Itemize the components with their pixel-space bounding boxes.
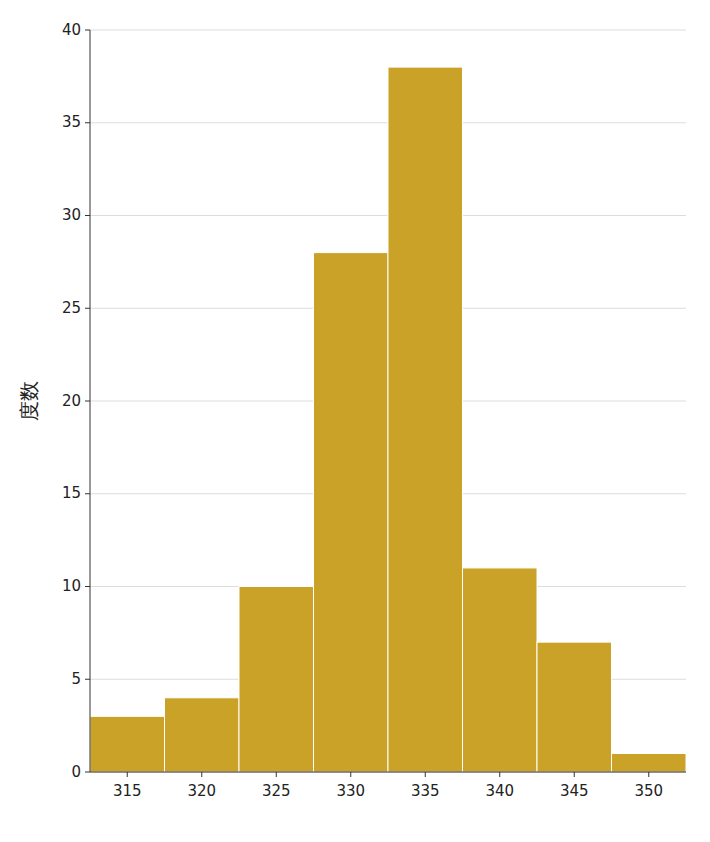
y-tick bbox=[85, 308, 90, 309]
x-tick bbox=[127, 772, 128, 777]
y-tick-label: 25 bbox=[62, 299, 81, 317]
y-tick bbox=[85, 122, 90, 123]
x-tick-label: 325 bbox=[262, 782, 291, 800]
chart: 0 5 10 15 20 25 30 35 40 315 320 325 330 335 340 345 350… bbox=[0, 0, 710, 842]
y-tick bbox=[85, 586, 90, 587]
y-tick bbox=[85, 772, 90, 773]
x-tick bbox=[201, 772, 202, 777]
y-tick-label: 5 bbox=[71, 670, 81, 688]
bar bbox=[165, 698, 240, 772]
y-tick-label: 0 bbox=[71, 763, 81, 781]
y-tick-label: 15 bbox=[62, 484, 81, 502]
bar bbox=[463, 568, 538, 772]
bar bbox=[537, 642, 612, 772]
y-tick bbox=[85, 493, 90, 494]
y-tick-label: 40 bbox=[62, 21, 81, 39]
bars bbox=[90, 67, 686, 772]
bar bbox=[239, 587, 314, 773]
bar bbox=[90, 716, 165, 772]
x-tick bbox=[425, 772, 426, 777]
x-tick-label: 320 bbox=[187, 782, 216, 800]
y-tick-label: 20 bbox=[62, 392, 81, 410]
x-tick-label: 315 bbox=[113, 782, 142, 800]
x-tick bbox=[276, 772, 277, 777]
y-axis-label: 度数 bbox=[17, 381, 41, 421]
y-tick bbox=[85, 679, 90, 680]
x-tick bbox=[350, 772, 351, 777]
x-tick bbox=[574, 772, 575, 777]
y-tick bbox=[85, 30, 90, 31]
x-tick-label: 335 bbox=[411, 782, 440, 800]
grid-line bbox=[90, 772, 686, 773]
axes: 0 5 10 15 20 25 30 35 40 315 320 325 330 335 340 345 350 bbox=[62, 21, 686, 801]
x-tick-label: 350 bbox=[634, 782, 663, 800]
x-tick-label: 340 bbox=[485, 782, 514, 800]
x-tick-label: 330 bbox=[336, 782, 365, 800]
y-tick-label: 10 bbox=[62, 577, 81, 595]
y-tick-label: 30 bbox=[62, 206, 81, 224]
y-tick bbox=[85, 401, 90, 402]
x-tick bbox=[499, 772, 500, 777]
chart-container: 0 5 10 15 20 25 30 35 40 315 320 325 330 335 340 345 350… bbox=[0, 0, 710, 842]
bar bbox=[612, 753, 687, 772]
x-axis-line bbox=[90, 772, 686, 773]
x-tick bbox=[648, 772, 649, 777]
bar bbox=[388, 67, 463, 772]
grid bbox=[90, 30, 686, 772]
y-tick bbox=[85, 215, 90, 216]
grid-line bbox=[90, 30, 686, 31]
bar bbox=[314, 253, 389, 772]
y-tick-label: 35 bbox=[62, 113, 81, 131]
x-tick-label: 345 bbox=[560, 782, 589, 800]
